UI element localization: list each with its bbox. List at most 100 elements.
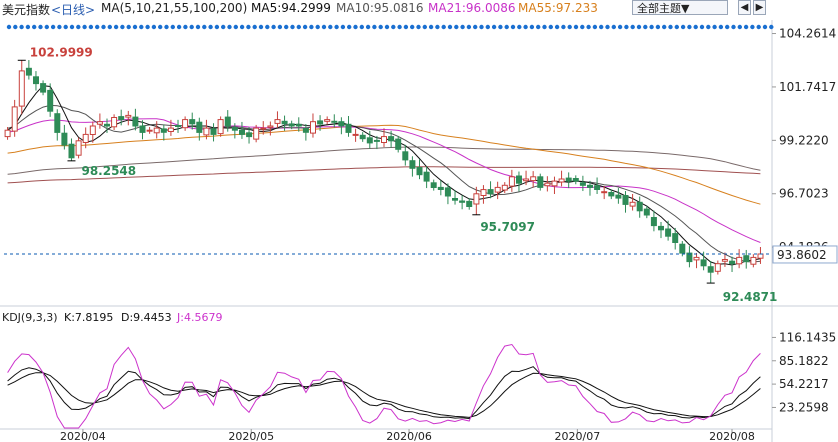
candle-body [338, 121, 345, 127]
x-tick-label: 2020/06 [386, 430, 432, 442]
candle-body [608, 192, 615, 197]
annotation-label: 102.9999 [30, 45, 93, 59]
candle-body [721, 259, 728, 262]
candle-body [516, 175, 522, 184]
ma55-value: MA55:97.233 [518, 1, 598, 15]
candle-body [139, 125, 146, 133]
marker-dot [284, 24, 289, 30]
marker-dot [107, 24, 113, 30]
candle-body [409, 160, 416, 169]
marker-dot [523, 24, 528, 30]
candle-body [381, 136, 387, 144]
marker-dot [403, 24, 409, 30]
candle-body [295, 123, 302, 127]
marker-dot [542, 24, 547, 30]
candle-body [33, 76, 39, 85]
nav-next-button[interactable]: ▶ [753, 0, 766, 15]
marker-dot [384, 24, 390, 30]
candle-body [253, 127, 260, 140]
marker-dot [624, 24, 629, 30]
candle-body [359, 134, 366, 140]
candle-body [189, 119, 196, 125]
candle-body [423, 171, 430, 182]
candle-body [508, 176, 515, 187]
candle-body [693, 256, 700, 261]
marker-dot [674, 24, 679, 30]
candle-body [146, 129, 153, 132]
candle-body [153, 127, 160, 134]
ma55-line [7, 124, 761, 205]
marker-dot [334, 24, 339, 30]
marker-dot [630, 24, 635, 30]
candle-body [629, 201, 636, 207]
kdj-d-line [7, 372, 761, 418]
marker-dot [466, 24, 472, 30]
x-tick-label: 2020/08 [709, 430, 755, 442]
candle-body [501, 184, 508, 191]
marker-dot [302, 24, 308, 30]
candle-body [125, 114, 132, 118]
candle-body [707, 266, 714, 273]
candle-body [18, 70, 25, 107]
marker-dot [680, 24, 686, 30]
candle-body [331, 120, 338, 123]
marker-dot [139, 24, 144, 30]
kdj-k-line [7, 366, 761, 420]
price-tick-label: 96.7023 [779, 187, 829, 201]
marker-dot [693, 24, 698, 30]
candle-body [459, 200, 466, 203]
marker-dot [416, 24, 421, 30]
marker-dot [296, 24, 301, 30]
marker-dot [265, 24, 270, 30]
annotation-label: 98.2548 [81, 164, 136, 178]
marker-dot [258, 24, 264, 30]
nav-prev-button[interactable]: ◀ [738, 0, 751, 15]
kdj-tick-label: 23.2598 [779, 400, 829, 414]
marker-dot [372, 24, 377, 30]
kdj-k-value: K:7.8195 [64, 311, 114, 324]
candle-body [750, 256, 757, 265]
marker-dot [510, 24, 516, 30]
candle-body [565, 177, 572, 182]
marker-dot [454, 24, 459, 30]
marker-dot [554, 24, 560, 30]
marker-dot [605, 24, 610, 30]
candle-body [40, 83, 47, 93]
marker-dot [227, 24, 232, 30]
ma200-line [7, 166, 761, 184]
marker-dot [643, 24, 648, 30]
marker-dot [176, 24, 182, 30]
candle-body [246, 132, 253, 138]
marker-dot [132, 24, 138, 30]
marker-dot [277, 24, 283, 30]
marker-dot [170, 24, 175, 30]
candle-body [523, 178, 530, 182]
marker-dot [233, 24, 238, 30]
marker-dot [769, 24, 774, 30]
kdj-d-value: D:9.4453 [121, 311, 172, 324]
candle-body [650, 217, 657, 227]
candle-body [714, 263, 721, 272]
candle-body [487, 189, 494, 195]
marker-dot [378, 24, 383, 30]
candle-body [587, 184, 593, 188]
candle-body [274, 119, 281, 124]
kdj-params-label: KDJ(9,3,3) [2, 311, 58, 324]
marker-dot [195, 24, 201, 30]
marker-dot [573, 24, 579, 30]
theme-select-button[interactable]: 全部主题▼ [632, 0, 728, 15]
candle-body [317, 120, 324, 125]
chart-header: 美元指数 <日线> MA(5,10,21,55,100,200) MA5:94.… [0, 0, 838, 18]
marker-dot [636, 24, 642, 30]
period-label[interactable]: <日线> [51, 3, 96, 17]
marker-dot [756, 24, 761, 30]
current-price-box [772, 245, 838, 264]
marker-dot [441, 24, 446, 30]
candle-body [104, 123, 110, 127]
marker-dot [718, 24, 724, 30]
kdj-tick-label: 85.1822 [779, 354, 829, 368]
candle-body [579, 182, 586, 186]
candle-body [480, 189, 487, 197]
candle-body [636, 201, 643, 212]
